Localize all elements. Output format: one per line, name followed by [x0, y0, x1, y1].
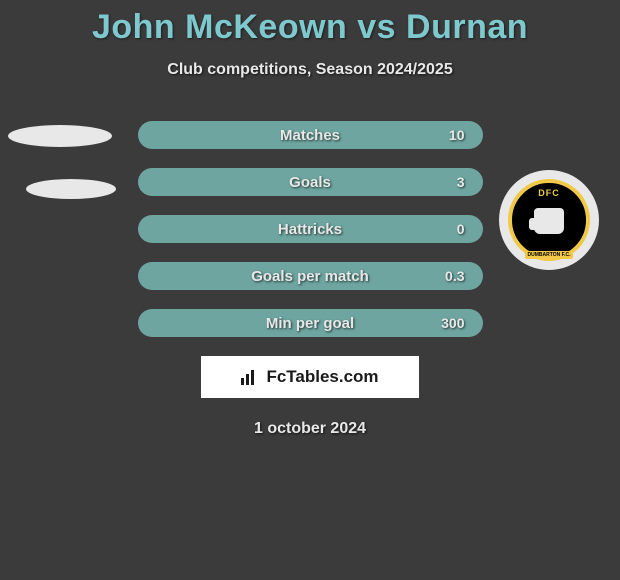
subtitle: Club competitions, Season 2024/2025	[0, 61, 620, 79]
stat-label: Goals per match	[251, 268, 369, 285]
stat-bar-min-per-goal: Min per goal 300	[138, 309, 483, 337]
stat-label: Min per goal	[266, 315, 354, 332]
footer-brand-text: FcTables.com	[266, 367, 378, 387]
stat-bar-matches: Matches 10	[138, 121, 483, 149]
stat-right: 300	[441, 315, 464, 331]
stat-bar-goals-per-match: Goals per match 0.3	[138, 262, 483, 290]
page-title: John McKeown vs Durnan	[0, 8, 620, 47]
stat-bar-hattricks: Hattricks 0	[138, 215, 483, 243]
stat-right: 3	[457, 174, 465, 190]
stat-right: 0.3	[445, 268, 464, 284]
stats-area: Matches 10 Goals 3 Hattricks 0 Goals per…	[0, 121, 620, 337]
bar-chart-icon	[241, 369, 261, 385]
stat-bar-goals: Goals 3	[138, 168, 483, 196]
footer-brand-box: FcTables.com	[201, 356, 419, 398]
date-text: 1 october 2024	[0, 420, 620, 438]
stat-label: Goals	[289, 174, 331, 191]
stat-label: Hattricks	[278, 221, 342, 238]
stat-right: 10	[449, 127, 465, 143]
stat-right: 0	[457, 221, 465, 237]
stat-label: Matches	[280, 127, 340, 144]
